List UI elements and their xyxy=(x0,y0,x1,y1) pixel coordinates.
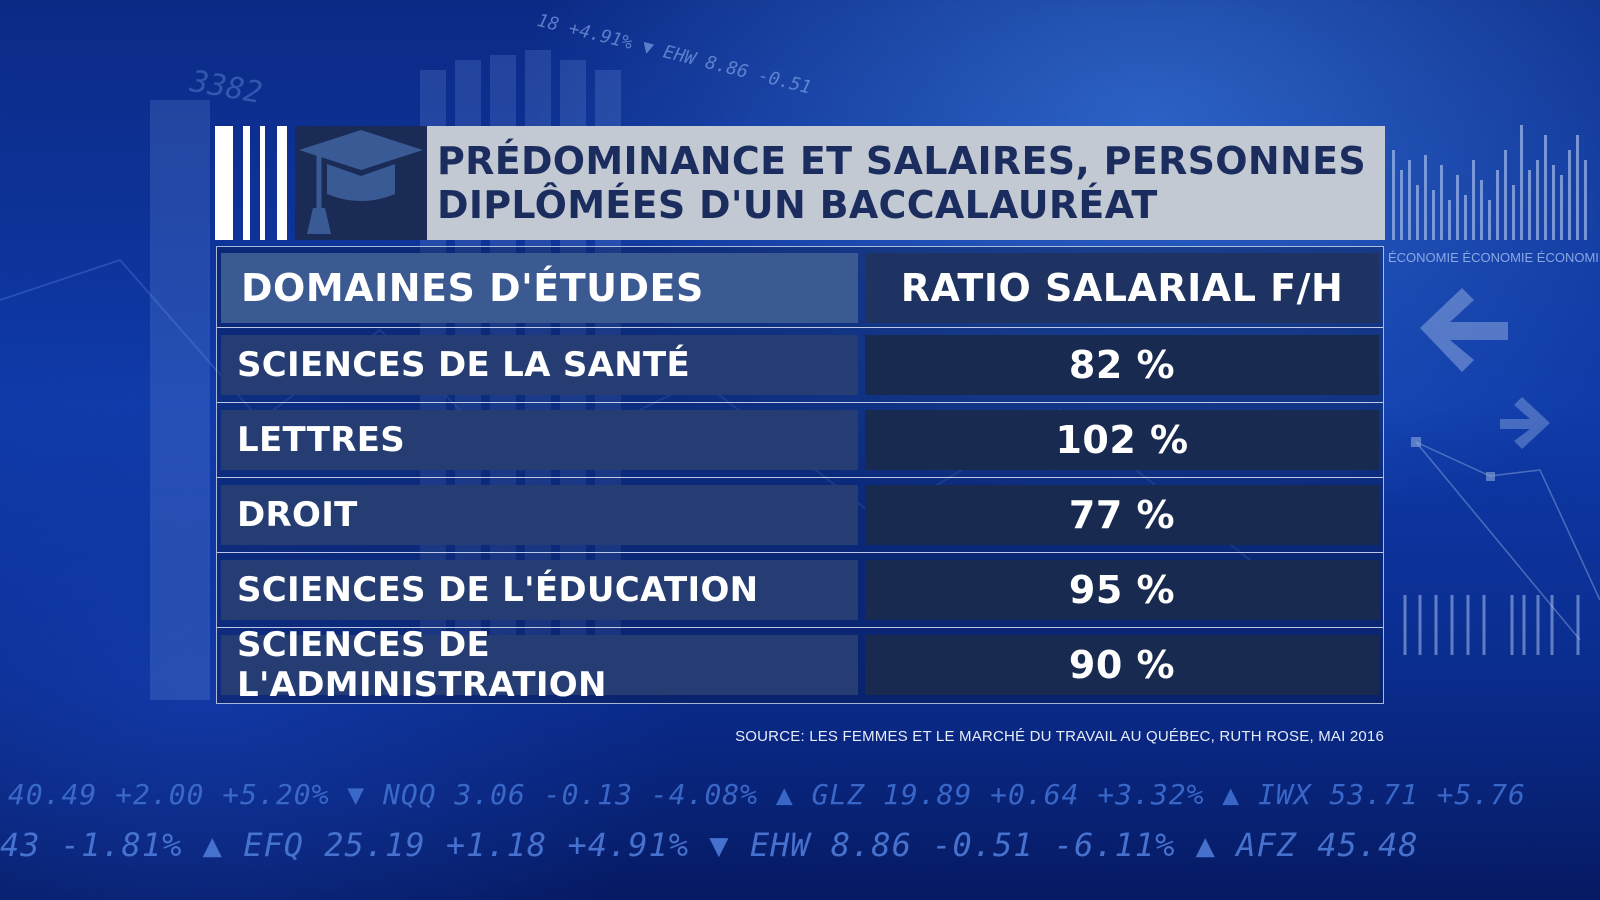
row-divider xyxy=(217,627,1383,628)
table-row: LETTRES 102 % xyxy=(217,403,1383,478)
ratio-value: 95 % xyxy=(1068,568,1176,612)
chart-title-line-2: DIPLÔMÉES D'UN BACCALAURÉAT xyxy=(437,183,1158,227)
ratio-cell: 90 % xyxy=(865,635,1379,695)
right-arrow-icon xyxy=(1500,397,1550,449)
header-stripes xyxy=(215,126,293,240)
domain-label: DROIT xyxy=(237,495,358,535)
row-divider xyxy=(217,477,1383,478)
domain-label: LETTRES xyxy=(237,420,406,460)
background-ticker-line-1: 40.49 +2.00 +5.20% ▼ NQQ 3.06 -0.13 -4.0… xyxy=(8,778,1526,811)
chart-title: PRÉDOMINANCE ET SALAIRES, PERSONNES DIPL… xyxy=(427,126,1385,240)
chart-title-line-1: PRÉDOMINANCE ET SALAIRES, PERSONNES xyxy=(437,139,1367,183)
ratio-cell: 95 % xyxy=(865,560,1379,620)
domain-cell: SCIENCES DE L'ADMINISTRATION xyxy=(221,625,858,705)
ratio-value: 77 % xyxy=(1068,493,1176,537)
column-header-domains-text: DOMAINES D'ÉTUDES xyxy=(241,266,704,310)
row-divider xyxy=(217,552,1383,553)
ratio-value: 82 % xyxy=(1068,343,1176,387)
column-header-ratio-text: RATIO SALARIAL F/H xyxy=(900,266,1344,310)
domain-cell: LETTRES xyxy=(221,410,858,470)
table-row: SCIENCES DE L'ADMINISTRATION 90 % xyxy=(217,625,1383,705)
background-number: 3382 xyxy=(187,63,265,112)
graduation-cap-icon xyxy=(295,126,427,240)
chart-header: PRÉDOMINANCE ET SALAIRES, PERSONNES DIPL… xyxy=(215,126,1385,240)
column-header-domains: DOMAINES D'ÉTUDES xyxy=(221,253,858,323)
domain-label: SCIENCES DE L'ADMINISTRATION xyxy=(237,625,607,705)
table-header-row: DOMAINES D'ÉTUDES RATIO SALARIAL F/H xyxy=(217,247,1383,327)
source-note: SOURCE: LES FEMMES ET LE MARCHÉ DU TRAVA… xyxy=(735,728,1384,745)
ratio-value: 90 % xyxy=(1068,643,1176,687)
ratio-cell: 77 % xyxy=(865,485,1379,545)
column-header-ratio: RATIO SALARIAL F/H xyxy=(865,253,1379,323)
row-divider xyxy=(217,402,1383,403)
background-ticker-top: 18 +4.91% ▼ EHW 8.86 -0.51 xyxy=(534,10,814,99)
table-row: SCIENCES DE LA SANTÉ 82 % xyxy=(217,328,1383,403)
domain-cell: DROIT xyxy=(221,485,858,545)
ratio-value: 102 % xyxy=(1055,418,1189,462)
background-ticker-line-2: 43 -1.81% ▲ EFQ 25.19 +1.18 +4.91% ▼ EHW… xyxy=(0,826,1419,864)
ratio-cell: 82 % xyxy=(865,335,1379,395)
left-arrow-icon xyxy=(1420,288,1508,372)
domain-cell: SCIENCES DE LA SANTÉ xyxy=(221,335,858,395)
row-divider xyxy=(217,327,1383,328)
domain-label: SCIENCES DE LA SANTÉ xyxy=(237,345,691,385)
table-row: DROIT 77 % xyxy=(217,478,1383,553)
economie-strip: ÉCONOMIE ÉCONOMIE ÉCONOMIE xyxy=(1388,250,1600,265)
domain-label: SCIENCES DE L'ÉDUCATION xyxy=(237,570,759,610)
table-row: SCIENCES DE L'ÉDUCATION 95 % xyxy=(217,553,1383,628)
domain-cell: SCIENCES DE L'ÉDUCATION xyxy=(221,560,858,620)
ratio-cell: 102 % xyxy=(865,410,1379,470)
salary-ratio-table: DOMAINES D'ÉTUDES RATIO SALARIAL F/H SCI… xyxy=(216,246,1384,705)
